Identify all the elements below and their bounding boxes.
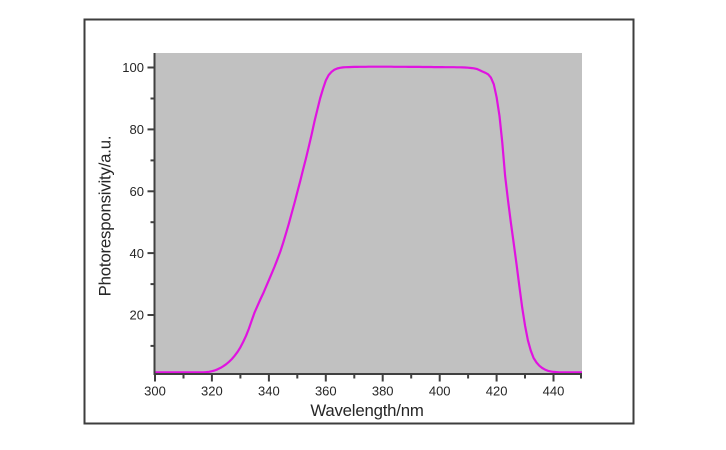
svg-text:40: 40 bbox=[130, 246, 144, 261]
svg-text:60: 60 bbox=[130, 184, 144, 199]
svg-text:440: 440 bbox=[543, 383, 565, 398]
svg-text:Photoresponsivity/a.u.: Photoresponsivity/a.u. bbox=[96, 136, 115, 297]
svg-text:340: 340 bbox=[258, 383, 280, 398]
svg-text:100: 100 bbox=[122, 60, 144, 75]
svg-text:320: 320 bbox=[201, 383, 223, 398]
svg-text:300: 300 bbox=[144, 383, 166, 398]
svg-text:400: 400 bbox=[429, 383, 451, 398]
svg-text:380: 380 bbox=[372, 383, 394, 398]
svg-text:360: 360 bbox=[315, 383, 337, 398]
svg-text:80: 80 bbox=[130, 122, 144, 137]
svg-text:420: 420 bbox=[486, 383, 508, 398]
svg-text:20: 20 bbox=[130, 308, 144, 323]
svg-text:Wavelength/nm: Wavelength/nm bbox=[310, 401, 423, 420]
